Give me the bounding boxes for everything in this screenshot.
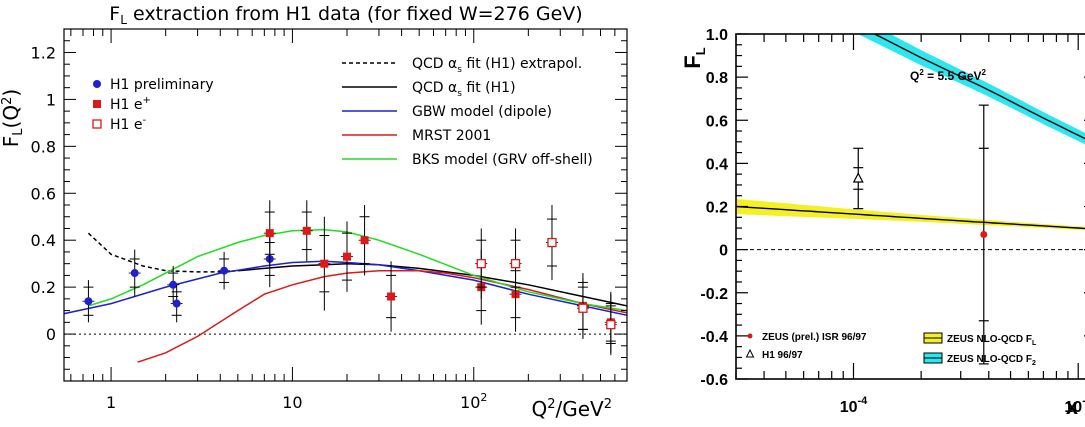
data-point-h1-preliminary xyxy=(170,284,183,323)
data-point-h1-preliminary xyxy=(128,249,141,297)
y-tick-label: 0.8 xyxy=(31,137,56,156)
marker-circle xyxy=(220,266,229,275)
data-point-h1-e xyxy=(604,294,617,356)
marker-square xyxy=(343,252,352,261)
y-tick-label: 1 xyxy=(46,90,56,109)
legend-label-zeus-prel-isr-96-97: ZEUS (prel.) ISR 96/97 xyxy=(762,332,867,343)
data-point-h1-preliminary xyxy=(218,251,231,290)
data-point-h1-e xyxy=(576,277,589,339)
marker-open-square xyxy=(476,259,486,269)
data-point-h1-e xyxy=(318,216,331,311)
data-point-h1-preliminary xyxy=(82,280,95,323)
left-chart-title: FL extraction from H1 data (for fixed W=… xyxy=(109,3,582,27)
right-annotation: Q2 = 5.5 GeV2 xyxy=(910,68,987,83)
left-chart: FL extraction from H1 data (for fixed W=… xyxy=(0,3,628,421)
data-point-h1-e xyxy=(300,200,313,262)
legend-marker-circle xyxy=(747,333,753,339)
marker-circle xyxy=(980,231,988,239)
data-point-h1-e xyxy=(341,221,354,292)
legend-marker-open-square xyxy=(92,119,102,129)
legend-label-h1-e: H1 e+ xyxy=(110,95,151,113)
left-x-axis-label: Q2/GeV2 xyxy=(531,397,612,421)
curve-zeus-nlo-qcd-f-2 xyxy=(873,34,1085,140)
y-tick-label: 0.6 xyxy=(706,113,728,130)
marker-square xyxy=(265,229,274,238)
y-tick-label: -0.4 xyxy=(700,329,728,346)
y-tick-label: 0 xyxy=(719,243,728,260)
x-tick-exponent: -3 xyxy=(1082,395,1085,407)
y-tick-label: -0.2 xyxy=(700,286,728,303)
y-tick-label: 1.0 xyxy=(706,27,728,44)
legend-label-rest: fit (H1) xyxy=(462,80,516,96)
marker-circle xyxy=(84,297,93,306)
legend-label-h1-preliminary: H1 preliminary xyxy=(110,77,214,93)
y-tick-label: 0 xyxy=(46,325,56,344)
legend-label-zeus-nlo-qcd-f-l: ZEUS NLO-QCD FL xyxy=(947,334,1037,347)
legend-label-subscript: L xyxy=(1032,340,1037,347)
legend-marker-triangle xyxy=(745,348,755,358)
left-y-axis-label: FL(Q2) xyxy=(0,89,26,147)
y-tick-label: 0.8 xyxy=(706,70,728,87)
legend-label-h1-e: H1 e- xyxy=(110,115,147,133)
band-zeus-nlo-qcd-f-l xyxy=(736,199,1085,231)
marker-circle xyxy=(172,299,181,308)
legend-label-superscript: - xyxy=(143,115,147,126)
data-point-h1-96-97 xyxy=(852,147,864,210)
legend-marker-circle xyxy=(93,80,101,88)
y-tick-label: 0.2 xyxy=(706,200,728,217)
data-point-h1-e xyxy=(385,261,398,332)
legend-label-h1-96-97: H1 96/97 xyxy=(762,350,803,361)
x-tick-exponent: -4 xyxy=(858,395,869,407)
marker-open-square xyxy=(510,259,521,269)
data-point-h1-e xyxy=(263,200,276,267)
marker-open-triangle xyxy=(852,172,864,183)
right-x-axis-label: x xyxy=(1066,394,1079,419)
y-tick-label: 0.2 xyxy=(31,278,56,297)
y-tick-label: -0.6 xyxy=(700,372,728,389)
x-tick-label: 10-3 xyxy=(1064,395,1085,416)
legend-marker-square xyxy=(93,100,101,108)
data-point-h1-e xyxy=(509,228,522,299)
marker-open-square xyxy=(578,303,588,313)
marker-square xyxy=(387,292,396,301)
y-tick-label: 0.4 xyxy=(706,156,728,173)
data-point-h1-e xyxy=(475,228,488,299)
marker-circle xyxy=(130,269,139,278)
legend-label-bks-model-grv-off-shell: BKS model (GRV off-shell) xyxy=(412,152,593,168)
legend-label-gbw-model-dipole: GBW model (dipole) xyxy=(412,104,552,120)
x-tick-exponent: 2 xyxy=(480,391,487,404)
marker-square xyxy=(320,259,329,268)
marker-square xyxy=(302,226,311,235)
x-tick-label: 1 xyxy=(106,393,116,412)
data-point-zeus-prel-isr-96-97 xyxy=(978,104,989,365)
legend-label-rest: fit (H1) extrapol. xyxy=(462,56,582,72)
x-tick-label: 10 xyxy=(282,393,302,412)
curve-zeus-nlo-qcd-f-l xyxy=(736,205,1085,230)
y-tick-label: 0.6 xyxy=(31,184,56,203)
y-tick-label: 1.2 xyxy=(31,43,56,62)
band-zeus-nlo-qcd-f-2 xyxy=(857,34,1085,145)
data-point-h1-e xyxy=(545,205,558,281)
marker-open-square xyxy=(606,320,616,330)
marker-square xyxy=(360,236,369,245)
legend-label-subscript: 2 xyxy=(1032,360,1036,367)
legend-label-mrst-2001: MRST 2001 xyxy=(412,128,491,144)
y-tick-label: 0.4 xyxy=(31,231,56,250)
legend-label-subscript: s xyxy=(457,65,462,75)
data-point-h1-e xyxy=(358,205,371,276)
marker-circle xyxy=(169,280,178,289)
data-point-h1-preliminary xyxy=(167,266,180,304)
marker-open-square xyxy=(547,237,557,248)
legend-label-zeus-nlo-qcd-f-2: ZEUS NLO-QCD F2 xyxy=(947,354,1036,367)
legend-label-qcd-s-fit-h1-extrapol: QCD αs fit (H1) extrapol. xyxy=(412,56,582,75)
legend-label-qcd-s-fit-h1: QCD αs fit (H1) xyxy=(412,80,516,99)
legend-label-subscript: s xyxy=(457,89,462,99)
legend-label-superscript: + xyxy=(143,95,151,106)
